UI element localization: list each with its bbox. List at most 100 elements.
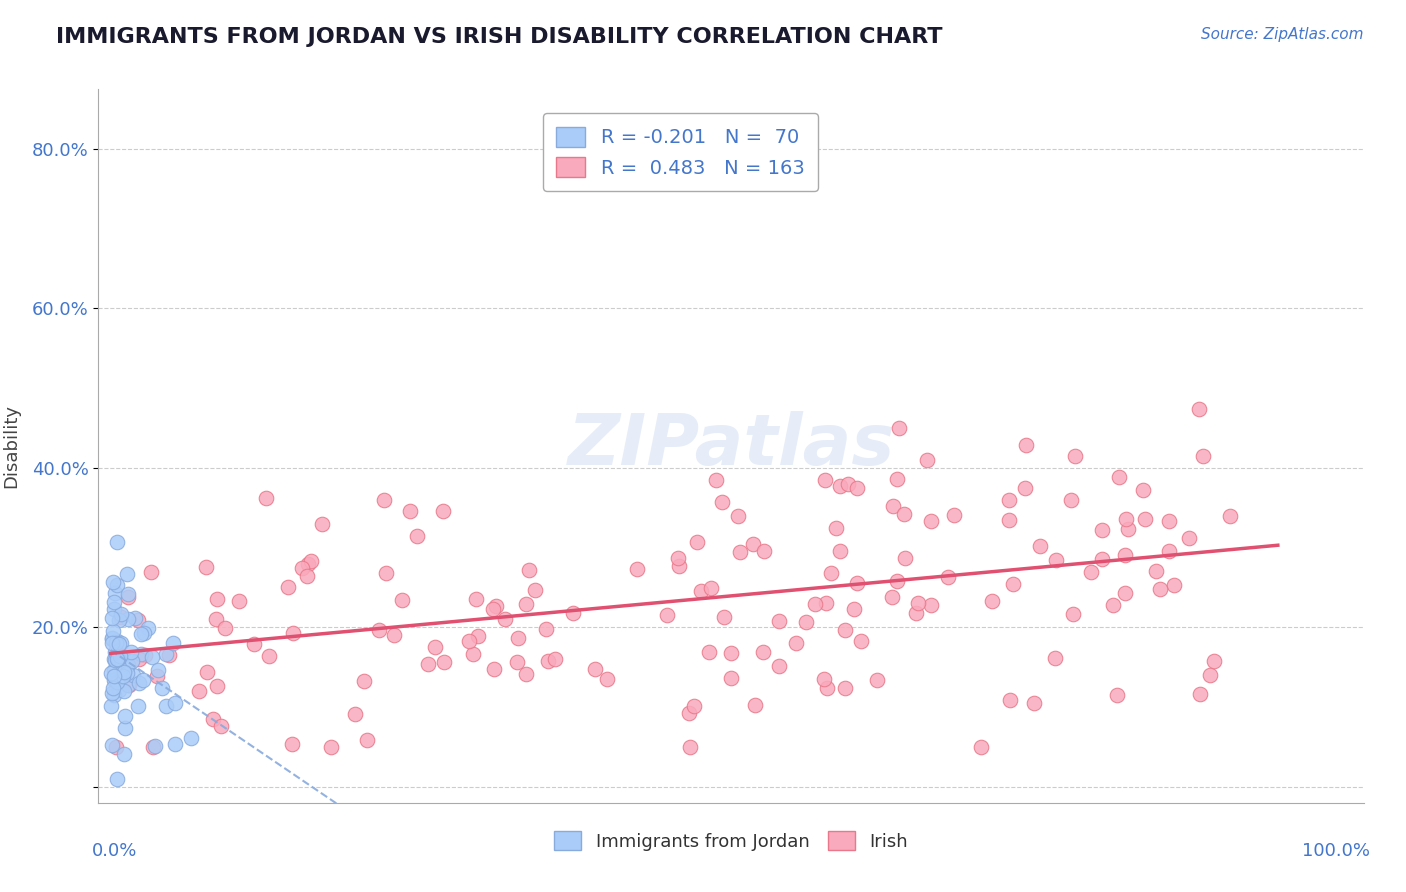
Point	[291, 561, 314, 575]
Point	[678, 739, 700, 754]
Point	[1178, 532, 1201, 546]
Point	[104, 586, 127, 600]
Point	[112, 747, 135, 762]
Point	[744, 698, 766, 712]
Point	[108, 637, 131, 651]
Point	[494, 612, 516, 626]
Point	[1159, 543, 1181, 558]
Point	[1157, 514, 1180, 528]
Point	[683, 699, 706, 714]
Point	[700, 581, 723, 595]
Point	[464, 592, 486, 607]
Point	[432, 504, 454, 518]
Point	[311, 517, 333, 532]
Point	[110, 635, 132, 649]
Point	[842, 602, 865, 616]
Point	[657, 607, 679, 622]
Point	[100, 631, 122, 645]
Point	[128, 675, 150, 690]
Point	[188, 683, 211, 698]
Point	[794, 615, 817, 629]
Point	[104, 653, 127, 667]
Point	[375, 566, 398, 580]
Point	[101, 686, 124, 700]
Point	[353, 673, 375, 688]
Point	[1102, 598, 1125, 612]
Point	[103, 673, 125, 688]
Point	[423, 640, 446, 654]
Point	[920, 514, 942, 528]
Point	[391, 593, 413, 607]
Point	[998, 492, 1021, 507]
Point	[907, 596, 929, 610]
Point	[720, 646, 742, 660]
Point	[117, 666, 139, 681]
Point	[295, 569, 318, 583]
Point	[481, 602, 503, 616]
Point	[128, 652, 150, 666]
Point	[887, 421, 910, 435]
Point	[561, 607, 583, 621]
Point	[837, 477, 859, 491]
Point	[754, 544, 776, 558]
Point	[112, 684, 135, 698]
Point	[882, 500, 904, 514]
Point	[121, 654, 143, 668]
Point	[104, 645, 127, 659]
Point	[834, 681, 856, 695]
Point	[134, 648, 156, 662]
Point	[1080, 565, 1102, 579]
Point	[103, 688, 125, 702]
Point	[1014, 481, 1036, 495]
Point	[534, 622, 557, 636]
Point	[243, 637, 266, 651]
Point	[506, 655, 529, 669]
Point	[485, 599, 508, 613]
Point	[666, 551, 689, 566]
Point	[180, 731, 202, 745]
Point	[283, 626, 305, 640]
Point	[108, 613, 131, 627]
Point	[201, 712, 224, 726]
Point	[785, 636, 807, 650]
Point	[1091, 551, 1114, 566]
Point	[998, 513, 1021, 527]
Point	[685, 535, 707, 549]
Text: Source: ZipAtlas.com: Source: ZipAtlas.com	[1201, 27, 1364, 42]
Point	[127, 698, 149, 713]
Point	[214, 621, 236, 635]
Point	[254, 491, 277, 505]
Point	[1063, 450, 1085, 464]
Point	[515, 666, 537, 681]
Point	[886, 574, 908, 588]
Point	[382, 628, 405, 642]
Point	[845, 576, 868, 591]
Point	[117, 590, 139, 604]
Point	[122, 667, 145, 681]
Point	[405, 529, 427, 543]
Y-axis label: Disability: Disability	[3, 404, 21, 488]
Point	[321, 739, 343, 754]
Point	[356, 733, 378, 747]
Point	[1133, 512, 1156, 526]
Point	[815, 681, 838, 695]
Point	[998, 693, 1021, 707]
Point	[1188, 686, 1211, 700]
Point	[416, 657, 439, 671]
Point	[299, 554, 322, 568]
Point	[105, 772, 128, 786]
Point	[399, 504, 422, 518]
Point	[129, 627, 152, 641]
Point	[704, 473, 727, 487]
Point	[728, 545, 751, 559]
Text: IMMIGRANTS FROM JORDAN VS IRISH DISABILITY CORRELATION CHART: IMMIGRANTS FROM JORDAN VS IRISH DISABILI…	[56, 27, 943, 46]
Point	[117, 657, 139, 672]
Text: ZIPatlas: ZIPatlas	[568, 411, 894, 481]
Point	[626, 562, 648, 576]
Point	[132, 626, 155, 640]
Point	[1059, 493, 1081, 508]
Point	[583, 662, 606, 676]
Point	[162, 636, 184, 650]
Point	[1219, 508, 1241, 523]
Point	[699, 645, 721, 659]
